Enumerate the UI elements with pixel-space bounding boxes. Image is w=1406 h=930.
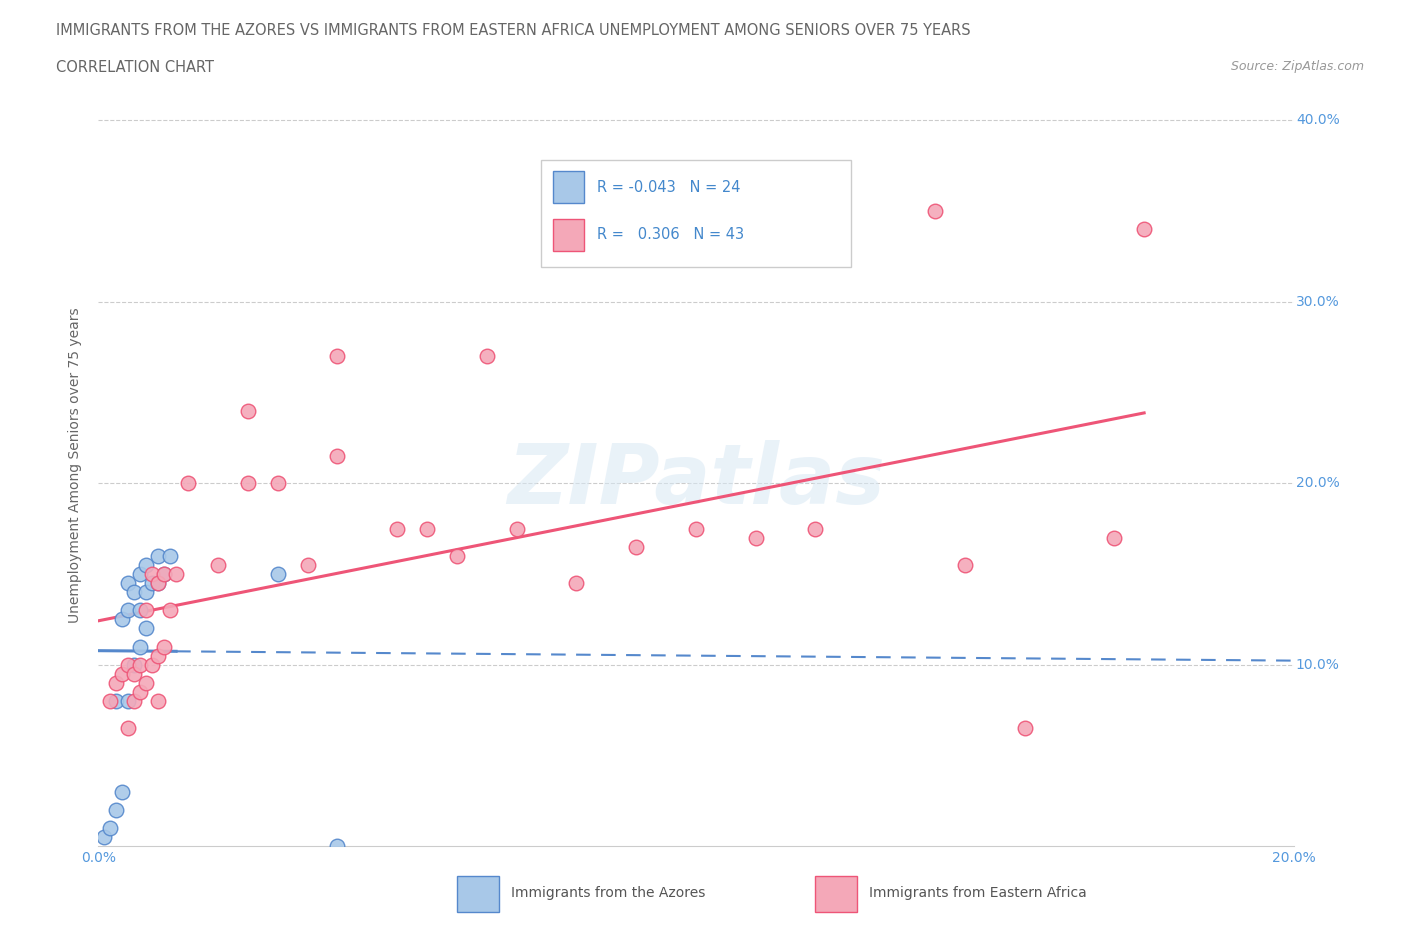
Text: ZIPatlas: ZIPatlas bbox=[508, 440, 884, 521]
FancyBboxPatch shape bbox=[540, 160, 852, 267]
Point bbox=[506, 521, 529, 536]
Bar bbox=[553, 170, 583, 203]
Y-axis label: Unemployment Among Seniors over 75 years: Unemployment Among Seniors over 75 years bbox=[69, 307, 83, 623]
Text: 40.0%: 40.0% bbox=[1296, 113, 1340, 127]
Point bbox=[165, 566, 187, 581]
Point bbox=[326, 448, 349, 463]
Point bbox=[475, 349, 498, 364]
Point bbox=[124, 694, 146, 709]
Point bbox=[1014, 721, 1036, 736]
Text: Immigrants from Eastern Africa: Immigrants from Eastern Africa bbox=[869, 885, 1087, 900]
Point bbox=[416, 521, 439, 536]
Point bbox=[148, 576, 170, 591]
Bar bbox=[553, 219, 583, 251]
Point bbox=[141, 576, 163, 591]
Text: Immigrants from the Azores: Immigrants from the Azores bbox=[510, 885, 704, 900]
Point bbox=[297, 557, 319, 572]
Point bbox=[177, 476, 200, 491]
Text: 30.0%: 30.0% bbox=[1296, 295, 1340, 309]
Point bbox=[159, 549, 181, 564]
Point bbox=[685, 521, 707, 536]
Point bbox=[135, 557, 157, 572]
Point bbox=[124, 667, 146, 682]
Point bbox=[153, 639, 176, 654]
Point bbox=[446, 549, 468, 564]
Point bbox=[953, 557, 976, 572]
Text: 20.0%: 20.0% bbox=[1296, 476, 1340, 490]
Point bbox=[624, 539, 647, 554]
Point bbox=[129, 639, 152, 654]
Point bbox=[924, 204, 946, 219]
Point bbox=[745, 530, 768, 545]
Point bbox=[105, 675, 128, 690]
Point bbox=[129, 684, 152, 699]
Point bbox=[804, 521, 827, 536]
Point bbox=[117, 658, 139, 672]
Point bbox=[148, 549, 170, 564]
Text: R = -0.043   N = 24: R = -0.043 N = 24 bbox=[596, 180, 740, 195]
Point bbox=[105, 694, 128, 709]
Point bbox=[111, 667, 134, 682]
Point bbox=[236, 476, 259, 491]
Point bbox=[93, 830, 115, 844]
Point bbox=[1133, 221, 1156, 236]
Point bbox=[326, 349, 349, 364]
Point bbox=[98, 694, 122, 709]
Point bbox=[129, 658, 152, 672]
Point bbox=[135, 603, 157, 618]
Point bbox=[135, 675, 157, 690]
Point bbox=[1104, 530, 1126, 545]
Point bbox=[141, 566, 163, 581]
Point bbox=[129, 603, 152, 618]
Point bbox=[267, 476, 290, 491]
Point bbox=[135, 585, 157, 600]
Point bbox=[111, 612, 134, 627]
Bar bbox=[457, 876, 499, 912]
Point bbox=[159, 603, 181, 618]
Bar bbox=[815, 876, 858, 912]
Point bbox=[117, 694, 139, 709]
Point bbox=[98, 820, 122, 835]
Point bbox=[135, 621, 157, 636]
Point bbox=[565, 576, 588, 591]
Point bbox=[124, 585, 146, 600]
Point bbox=[153, 566, 176, 581]
Point bbox=[117, 576, 139, 591]
Point bbox=[153, 566, 176, 581]
Point bbox=[117, 721, 139, 736]
Point bbox=[141, 658, 163, 672]
Text: CORRELATION CHART: CORRELATION CHART bbox=[56, 60, 214, 75]
Point bbox=[207, 557, 229, 572]
Point bbox=[148, 576, 170, 591]
Point bbox=[129, 566, 152, 581]
Point bbox=[236, 403, 259, 418]
Point bbox=[148, 648, 170, 663]
Point bbox=[148, 694, 170, 709]
Text: 10.0%: 10.0% bbox=[1296, 658, 1340, 671]
Text: IMMIGRANTS FROM THE AZORES VS IMMIGRANTS FROM EASTERN AFRICA UNEMPLOYMENT AMONG : IMMIGRANTS FROM THE AZORES VS IMMIGRANTS… bbox=[56, 23, 972, 38]
Point bbox=[124, 658, 146, 672]
Point bbox=[385, 521, 409, 536]
Point bbox=[111, 784, 134, 799]
Point bbox=[117, 603, 139, 618]
Point bbox=[326, 839, 349, 854]
Text: Source: ZipAtlas.com: Source: ZipAtlas.com bbox=[1230, 60, 1364, 73]
Point bbox=[267, 566, 290, 581]
Point bbox=[105, 803, 128, 817]
Text: R =   0.306   N = 43: R = 0.306 N = 43 bbox=[596, 227, 744, 242]
